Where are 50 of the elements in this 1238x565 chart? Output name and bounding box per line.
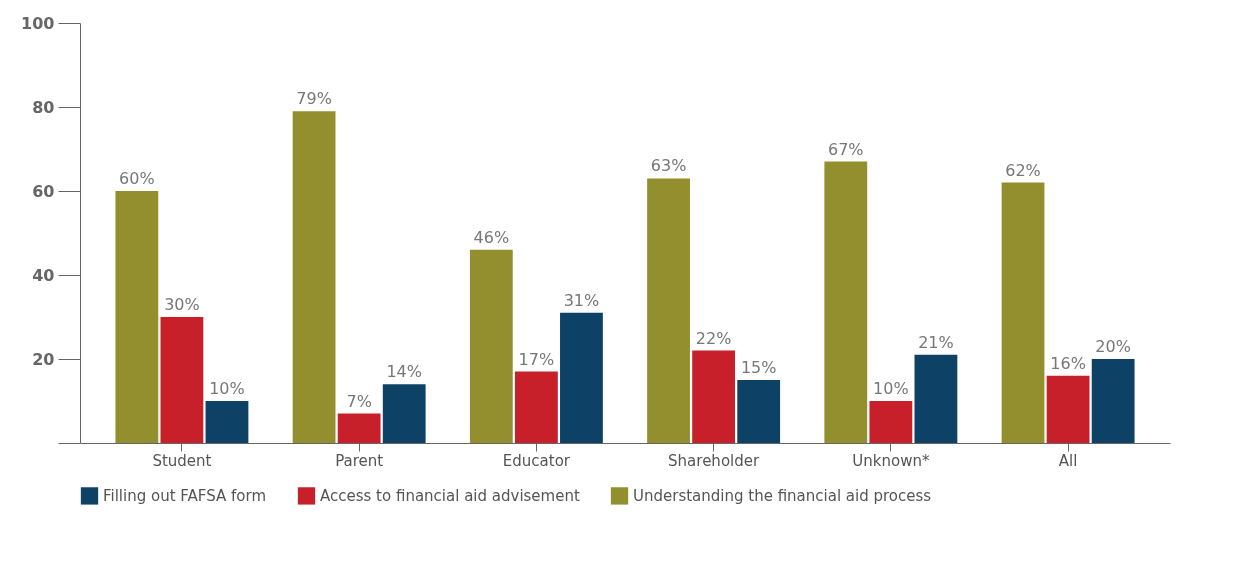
bar (382, 384, 426, 443)
legend-label: Filling out FAFSA form (103, 486, 267, 505)
data-label: 20% (1095, 337, 1131, 356)
data-label: 7% (346, 391, 372, 411)
data-label: 14% (386, 362, 422, 382)
y-tick-label: 60 (32, 181, 55, 201)
bar (824, 161, 868, 443)
x-tick-label: Educator (502, 451, 571, 470)
bar (292, 111, 336, 443)
data-label: 10% (209, 379, 245, 398)
x-tick-label: Unknown* (852, 451, 930, 470)
bar (692, 350, 736, 443)
bar (737, 380, 781, 443)
bar (205, 401, 249, 443)
x-tick-label: Student (152, 451, 212, 470)
bar (115, 191, 159, 443)
bar (560, 312, 603, 443)
data-label: 10% (873, 379, 909, 398)
data-label: 79% (296, 89, 332, 109)
data-label: 46% (473, 227, 510, 247)
y-tick-label: 80 (32, 97, 55, 117)
data-label: 31% (563, 290, 600, 310)
legend-label: Understanding the financial aid process (633, 486, 932, 505)
x-tick-label: Parent (335, 451, 384, 470)
y-tick-label: 40 (32, 265, 55, 285)
x-tick-label: Shareholder (668, 451, 760, 470)
bar (1091, 359, 1135, 443)
bar (914, 354, 958, 443)
bar (160, 317, 204, 443)
data-label: 15% (740, 358, 777, 377)
bar (469, 249, 513, 443)
legend-label: Access to financial aid advisement (320, 486, 580, 505)
data-label: 62% (1005, 160, 1041, 180)
bar (1001, 182, 1045, 443)
bar (337, 413, 381, 443)
data-label: 16% (1050, 353, 1086, 373)
data-label: 60% (119, 169, 155, 188)
y-tick-label: 100 (21, 13, 55, 33)
data-label: 30% (164, 295, 200, 314)
bar (647, 178, 690, 443)
bar (869, 401, 913, 443)
data-label: 17% (518, 349, 555, 369)
data-label: 22% (695, 328, 732, 348)
data-label: 21% (918, 332, 954, 352)
data-label: 63% (650, 156, 687, 176)
x-tick-label: All (1058, 451, 1078, 470)
data-label: 67% (828, 139, 864, 159)
y-tick-label: 20 (32, 349, 55, 369)
bar (514, 371, 558, 443)
bar (1046, 375, 1090, 443)
